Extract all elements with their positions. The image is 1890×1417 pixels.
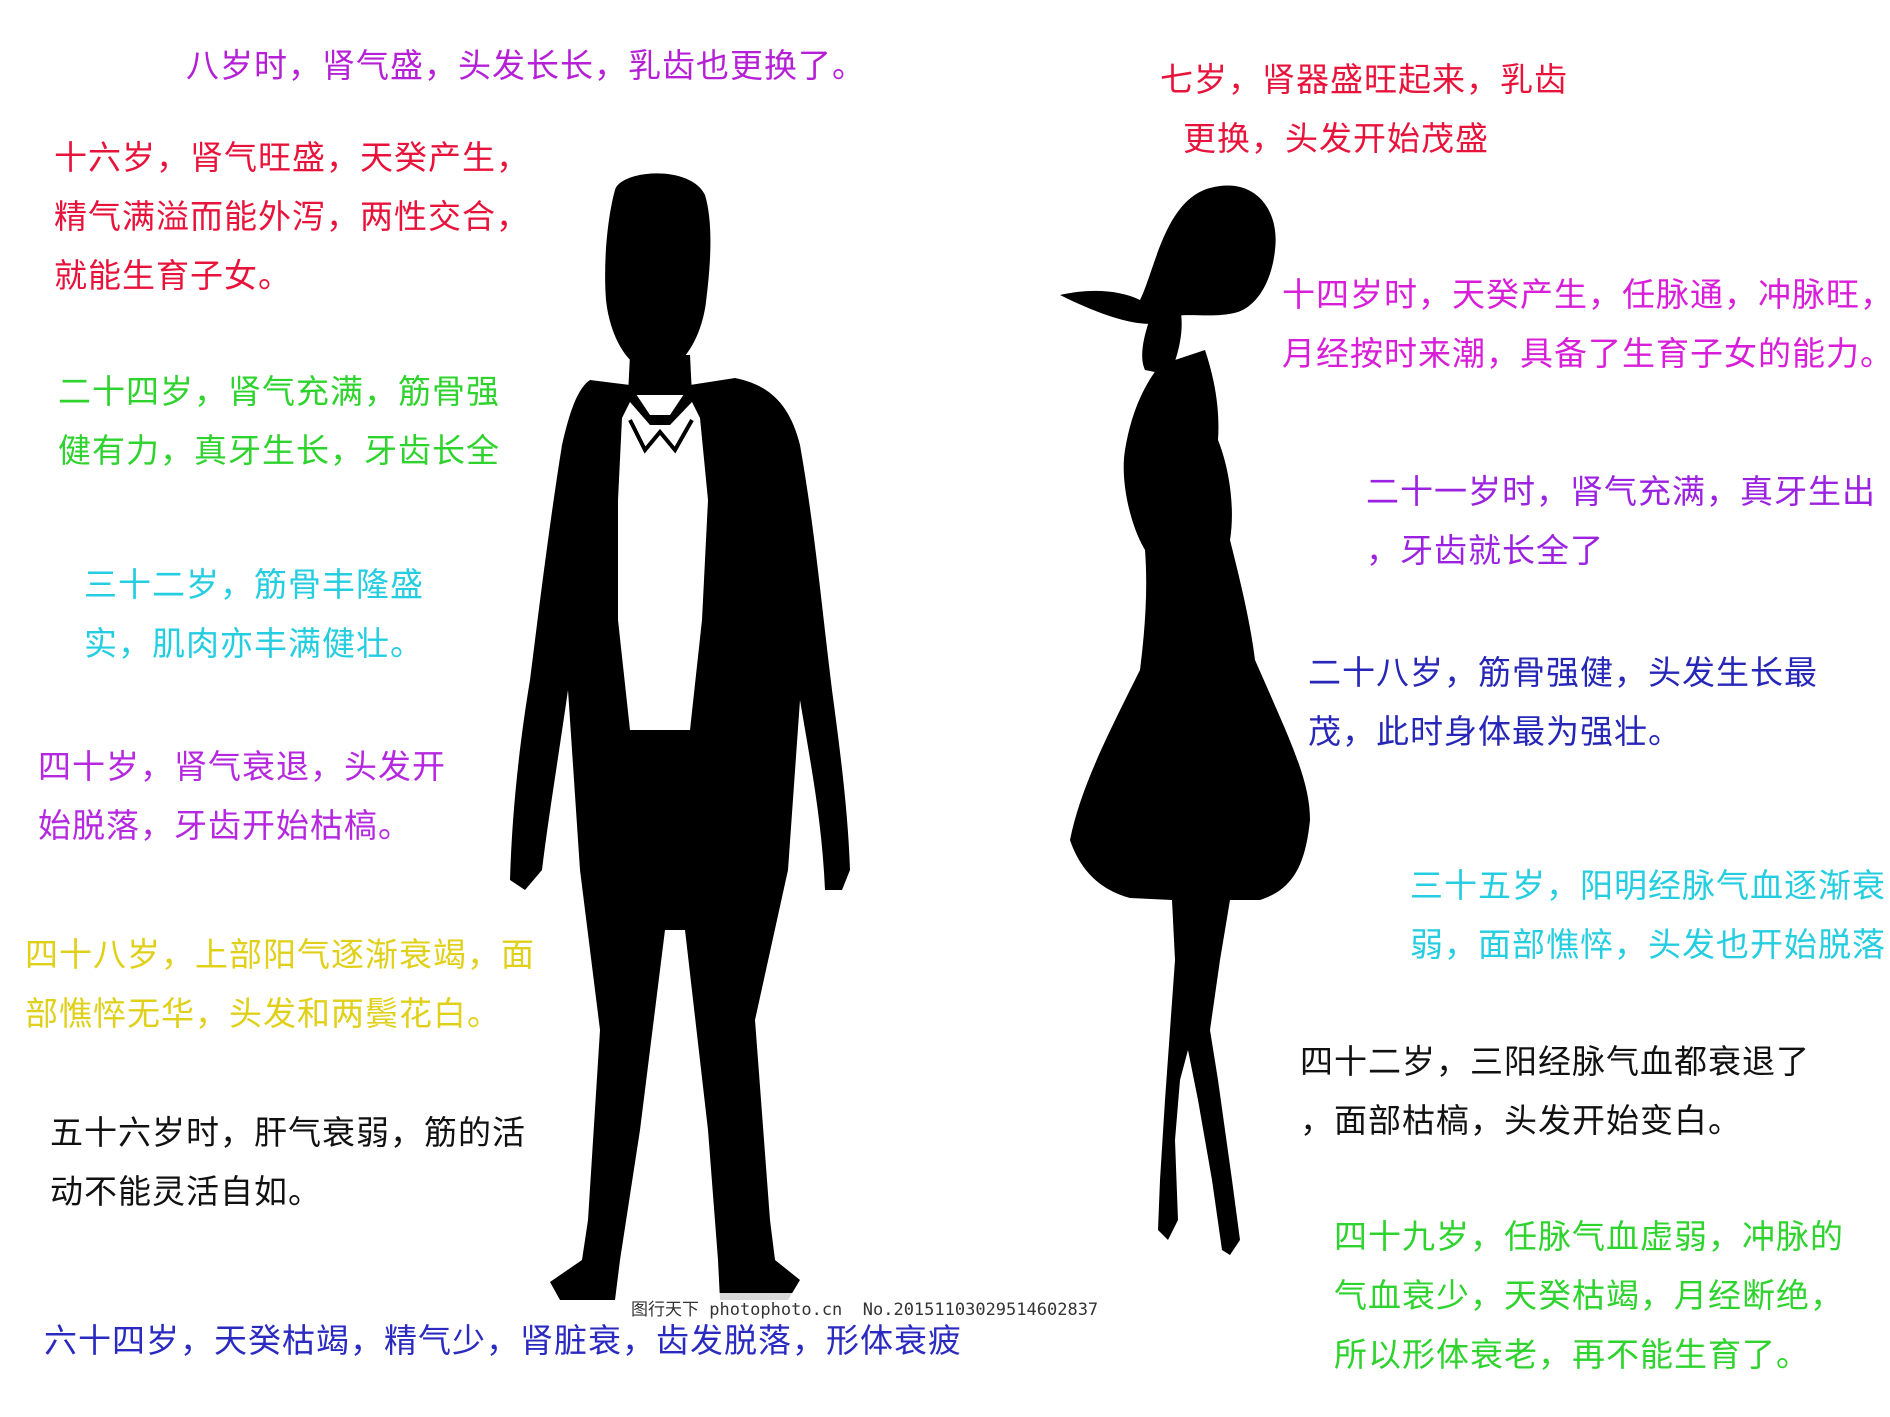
male-shirt xyxy=(618,402,708,730)
note-age-14: 十四岁时，天癸产生，任脉通，冲脉旺， 月经按时来潮，具备了生育子女的能力。 xyxy=(1282,275,1890,373)
note-age-8: 八岁时，肾气盛，头发长长，乳齿也更换了。 xyxy=(186,46,866,85)
note-age-49: 四十九岁，任脉气血虚弱，冲脉的 气血衰少，天癸枯竭，月经断绝， 所以形体衰老，再… xyxy=(1334,1217,1844,1374)
note-age-28: 二十八岁，筋骨强健，头发生长最 茂，此时身体最为强壮。 xyxy=(1308,653,1818,751)
note-age-7: 七岁，肾器盛旺起来，乳齿 更换，头发开始茂盛 xyxy=(1160,60,1568,158)
male-body xyxy=(510,173,850,1300)
note-age-40: 四十岁，肾气衰退，头发开 始脱落，牙齿开始枯槁。 xyxy=(38,747,446,845)
note-age-35: 三十五岁，阳明经脉气血逐渐衰 弱，面部憔悴，头发也开始脱落 xyxy=(1410,866,1886,964)
note-age-32: 三十二岁，筋骨丰隆盛 实，肌肉亦丰满健壮。 xyxy=(84,565,424,663)
note-age-24: 二十四岁，肾气充满，筋骨强 健有力，真牙生长，牙齿长全 xyxy=(58,372,500,470)
note-age-64: 六十四岁，天癸枯竭，精气少，肾脏衰，齿发脱落，形体衰疲 xyxy=(44,1321,962,1360)
female-silhouette xyxy=(1060,185,1310,1255)
note-age-16: 十六岁，肾气旺盛，天癸产生， 精气满溢而能外泻，两性交合， 就能生育子女。 xyxy=(54,138,530,295)
male-silhouette xyxy=(510,173,850,1300)
note-age-21: 二十一岁时，肾气充满，真牙生出 ，牙齿就长全了 xyxy=(1366,472,1876,570)
watermark: 图行天下 photophoto.cn No.201511030295146028… xyxy=(625,1293,1105,1322)
note-age-42: 四十二岁，三阳经脉气血都衰退了 ，面部枯槁，头发开始变白。 xyxy=(1300,1042,1810,1140)
female-body xyxy=(1060,185,1310,1255)
note-age-48: 四十八岁，上部阳气逐渐衰竭，面 部憔悴无华，头发和两鬓花白。 xyxy=(25,935,535,1033)
male-collar xyxy=(628,419,694,454)
note-age-56: 五十六岁时，肝气衰弱，筋的活 动不能灵活自如。 xyxy=(50,1113,526,1211)
